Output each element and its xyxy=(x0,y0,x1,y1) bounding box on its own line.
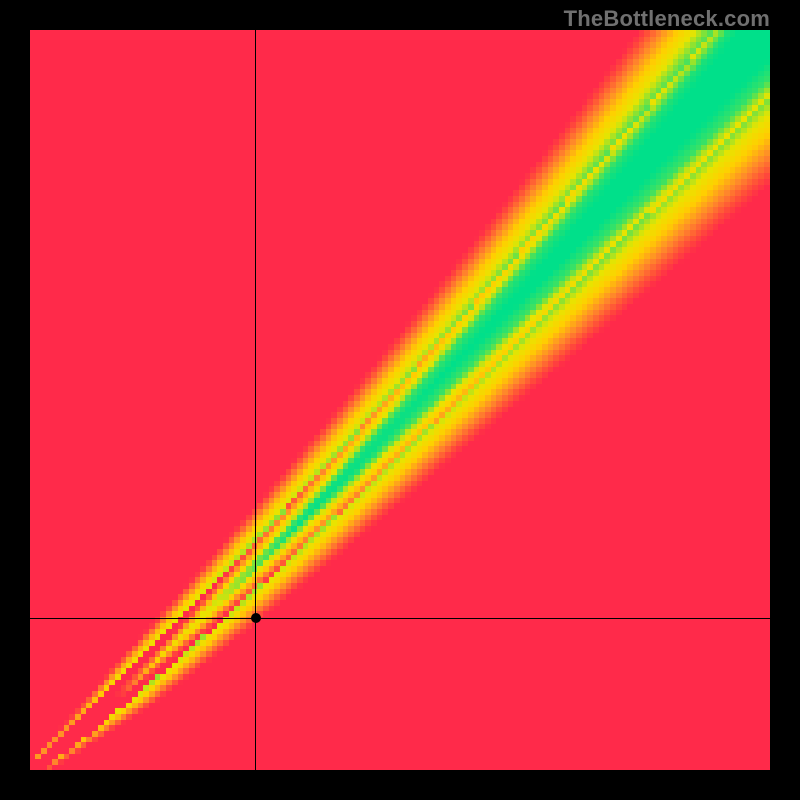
crosshair-vertical xyxy=(255,30,256,770)
chart-frame: TheBottleneck.com xyxy=(0,0,800,800)
data-point-marker xyxy=(251,613,261,623)
heatmap-plot xyxy=(30,30,770,770)
watermark-text: TheBottleneck.com xyxy=(564,6,770,32)
crosshair-horizontal xyxy=(30,618,770,619)
heatmap-canvas xyxy=(30,30,770,770)
